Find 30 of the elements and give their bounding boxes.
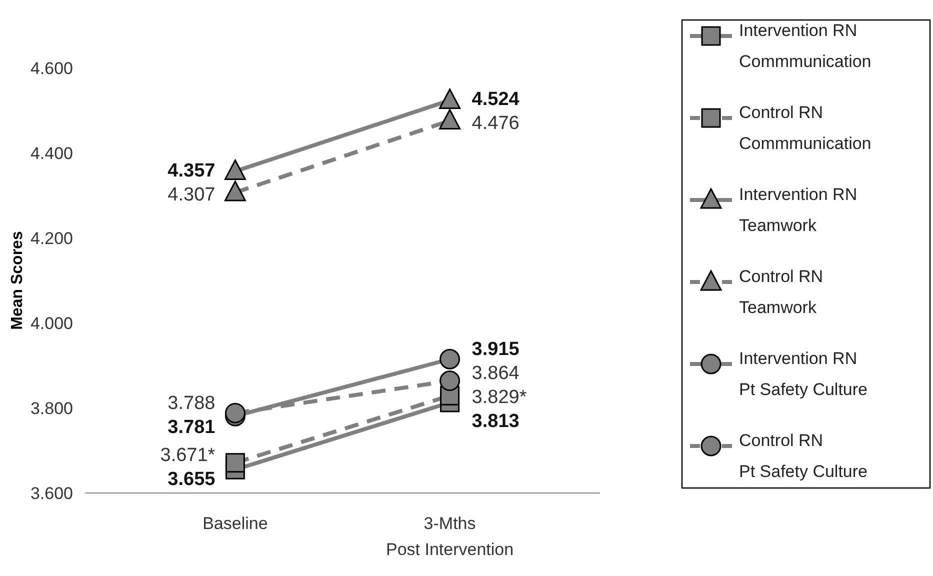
data-label: 4.524 — [472, 89, 520, 110]
y-tick-label: 3.800 — [30, 398, 73, 418]
y-tick-label: 4.200 — [30, 228, 73, 248]
data-label: 3.788 — [168, 393, 216, 414]
data-label: 4.307 — [168, 184, 216, 206]
data-label: 3.655 — [168, 468, 216, 490]
y-tick-label: 3.600 — [30, 484, 73, 503]
data-label: 3.781 — [168, 417, 216, 438]
data-label: 4.357 — [168, 160, 216, 182]
y-tick-label: 4.600 — [30, 58, 73, 78]
data-label: 3.829* — [472, 387, 528, 408]
legend-label: Intervention RN Commmunication — [739, 21, 872, 71]
legend-label: Control RN Pt Safety Culture — [739, 431, 868, 481]
data-label: 3.864 — [472, 363, 520, 384]
legend-label: Control RN Teamwork — [739, 267, 824, 317]
point — [440, 370, 460, 392]
y-tick-label: 4.000 — [30, 314, 73, 333]
y-tick-label: 4.400 — [30, 144, 73, 163]
point — [440, 348, 460, 370]
y-axis-title: Mean Scores — [9, 231, 26, 330]
data-label: 3.813 — [472, 411, 520, 432]
x-tick-label: 3-Mths Post Intervention — [386, 514, 514, 559]
legend-label: Intervention RN Pt Safety Culture — [739, 349, 868, 399]
legend-label: Intervention RN Teamwork — [739, 185, 858, 235]
x-tick-label: Baseline — [202, 514, 268, 533]
point — [225, 453, 245, 473]
data-label: 3.915 — [472, 339, 520, 360]
data-label: 4.476 — [472, 113, 520, 134]
legend-label: Control RN Commmunication — [739, 103, 872, 153]
data-label: 3.671* — [160, 444, 216, 466]
